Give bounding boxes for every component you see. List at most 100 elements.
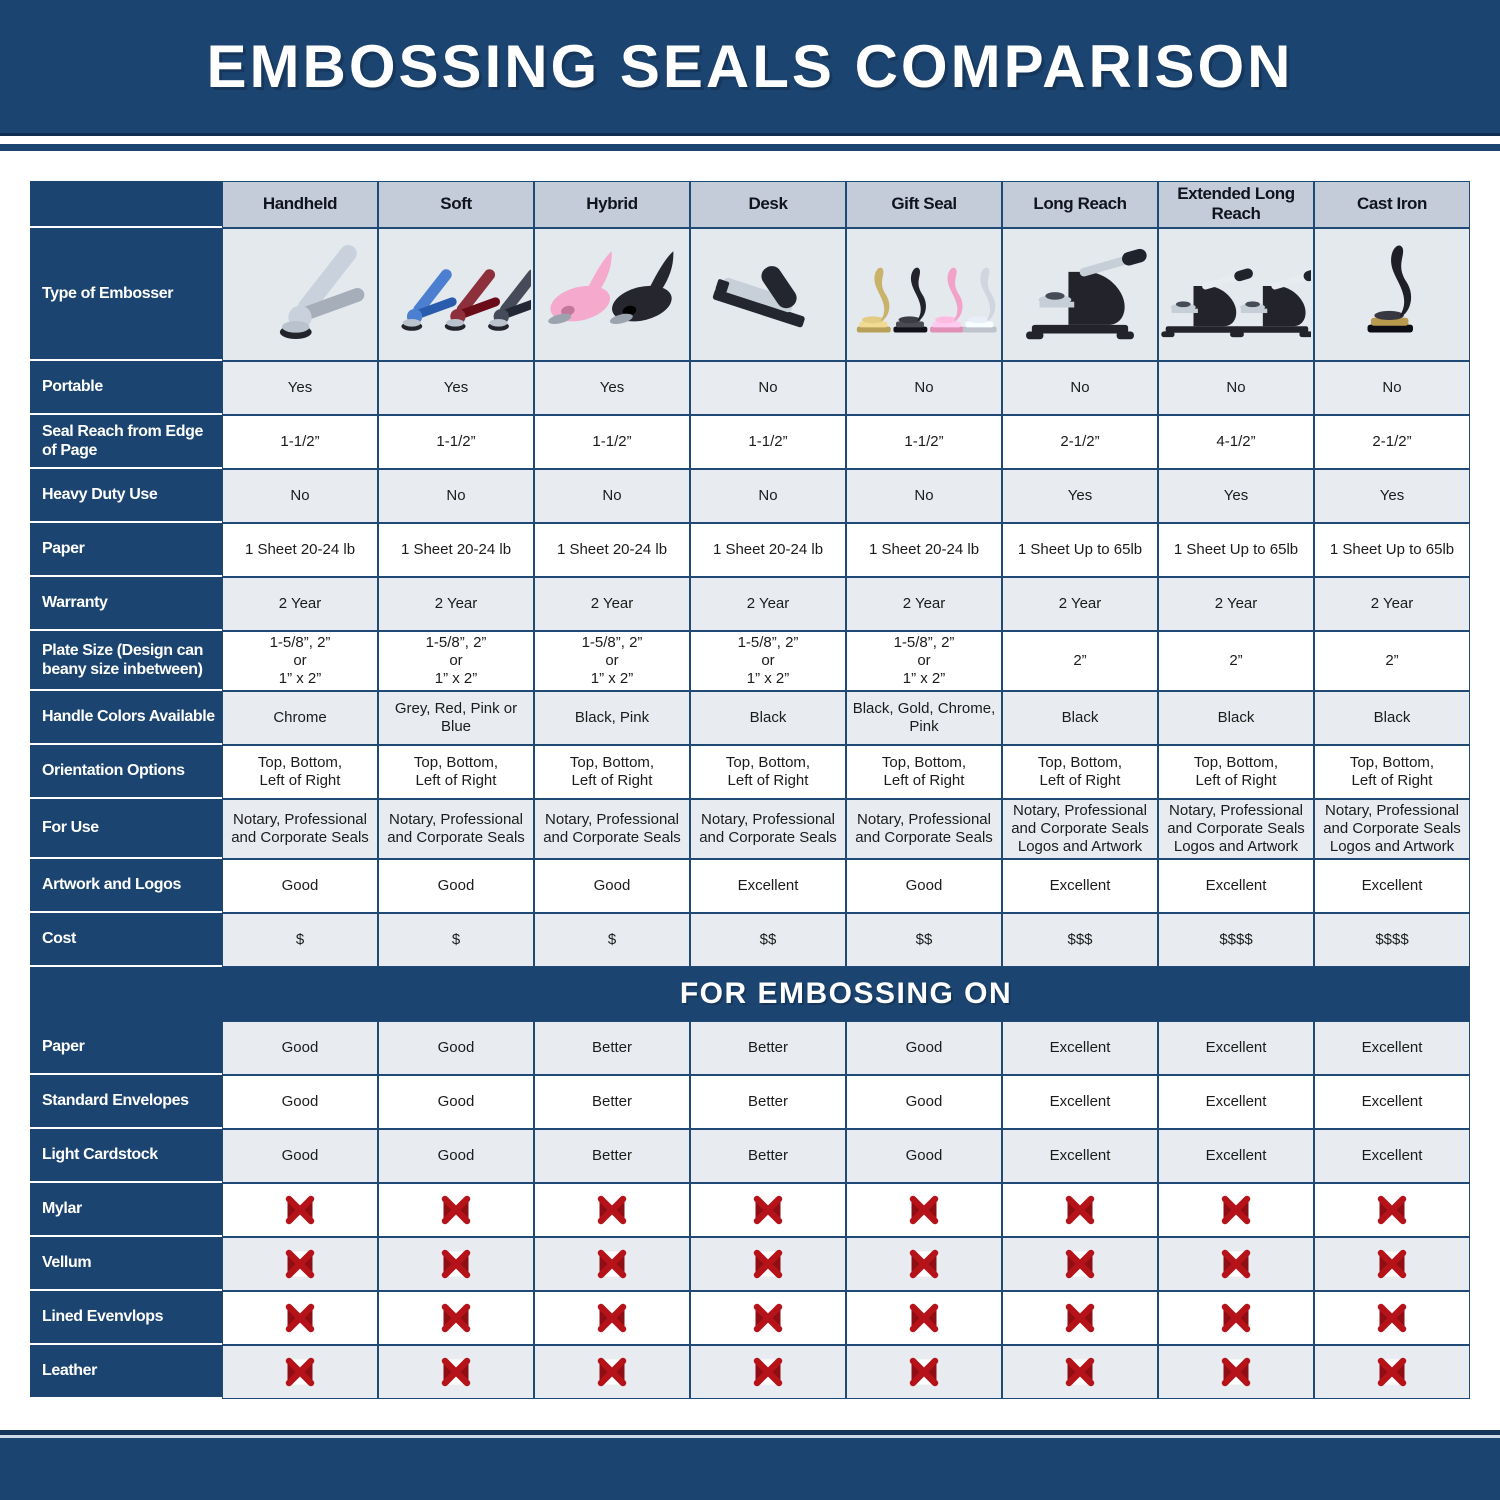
bottom-spacer xyxy=(0,1399,1500,1430)
red-x-icon xyxy=(906,1354,942,1390)
red-x-icon xyxy=(906,1192,942,1228)
table-cell: Good xyxy=(846,858,1002,913)
table-cell: Excellent xyxy=(1314,1020,1470,1075)
row-label: Type of Embosser xyxy=(30,227,222,361)
column-header-desk: Desk xyxy=(690,181,846,228)
table-cell: Good xyxy=(846,1020,1002,1075)
table-cell: Black xyxy=(1158,690,1314,745)
table-cell xyxy=(1158,1182,1314,1237)
title-divider-rule xyxy=(0,144,1500,151)
table-cell: 1 Sheet Up to 65lb xyxy=(1314,522,1470,577)
red-x-icon xyxy=(1218,1246,1254,1282)
table-cell: Better xyxy=(534,1020,690,1075)
table-row: Mylar xyxy=(30,1182,1470,1237)
table-cell: Top, Bottom, Left of Right xyxy=(1158,744,1314,799)
embosser-image-cell xyxy=(690,227,846,361)
table-cell: Yes xyxy=(378,360,534,415)
red-x-icon xyxy=(1062,1192,1098,1228)
red-x-icon xyxy=(1062,1354,1098,1390)
table-cell: 1-5/8”, 2” or 1” x 2” xyxy=(378,630,534,691)
table-cell: Notary, Professional and Corporate Seals xyxy=(690,798,846,859)
table-cell xyxy=(534,1290,690,1345)
table-row: Plate Size (Design can beany size inbetw… xyxy=(30,630,1470,691)
red-x-icon xyxy=(750,1192,786,1228)
table-row: Orientation Options Top, Bottom, Left of … xyxy=(30,744,1470,799)
table-cell: 1 Sheet 20-24 lb xyxy=(690,522,846,577)
table-cell: 1-1/2” xyxy=(378,414,534,469)
table-cell xyxy=(378,1236,534,1291)
long-reach-embosser-photo xyxy=(1005,242,1155,346)
red-x-icon xyxy=(1374,1300,1410,1336)
table-cell: 2 Year xyxy=(1158,576,1314,631)
table-cell: Top, Bottom, Left of Right xyxy=(222,744,378,799)
table-cell: No xyxy=(846,468,1002,523)
table-cell: Top, Bottom, Left of Right xyxy=(534,744,690,799)
red-x-icon xyxy=(750,1246,786,1282)
red-x-icon xyxy=(906,1246,942,1282)
embosser-image-cell xyxy=(534,227,690,361)
red-x-icon xyxy=(1062,1300,1098,1336)
section-band-for-embossing-on: FOR EMBOSSING ON xyxy=(30,966,1470,1021)
gift-seal-embossers-photo xyxy=(849,242,999,346)
table-cell: 2 Year xyxy=(1002,576,1158,631)
handheld-chrome-embosser-photo xyxy=(225,242,375,346)
red-x-icon xyxy=(1218,1300,1254,1336)
bottom-rule xyxy=(0,1429,1500,1435)
column-header-handheld: Handheld xyxy=(222,181,378,228)
table-cell: 1 Sheet 20-24 lb xyxy=(846,522,1002,577)
table-cell: Notary, Professional and Corporate Seals xyxy=(534,798,690,859)
table-cell: Better xyxy=(534,1128,690,1183)
embosser-image-cell xyxy=(378,227,534,361)
table-cell: 1 Sheet Up to 65lb xyxy=(1158,522,1314,577)
table-cell xyxy=(1002,1290,1158,1345)
footer-band xyxy=(0,1437,1500,1500)
page-title: EMBOSSING SEALS COMPARISON xyxy=(206,33,1294,100)
table-cell: Notary, Professional and Corporate Seals xyxy=(846,798,1002,859)
red-x-icon xyxy=(594,1192,630,1228)
table-cell: Top, Bottom, Left of Right xyxy=(1314,744,1470,799)
table-cell: Good xyxy=(846,1128,1002,1183)
red-x-icon xyxy=(594,1354,630,1390)
table-cell xyxy=(222,1182,378,1237)
table-cell xyxy=(690,1290,846,1345)
table-cell xyxy=(222,1236,378,1291)
hybrid-embossers-photo xyxy=(537,242,687,346)
soft-embossers-photo xyxy=(381,242,531,346)
red-x-icon xyxy=(438,1246,474,1282)
table-cell xyxy=(378,1290,534,1345)
red-x-icon xyxy=(906,1300,942,1336)
table-cell: Better xyxy=(690,1074,846,1129)
red-x-icon xyxy=(1374,1192,1410,1228)
table-cell xyxy=(1002,1344,1158,1399)
row-label: Light Cardstock xyxy=(30,1128,222,1183)
red-x-icon xyxy=(282,1300,318,1336)
table-cell: No xyxy=(1002,360,1158,415)
row-label: Standard Envelopes xyxy=(30,1074,222,1129)
table-row: Warranty 2 Year 2 Year 2 Year 2 Year 2 Year 2 … xyxy=(30,576,1470,631)
table-cell: 2” xyxy=(1158,630,1314,691)
table-cell: Better xyxy=(690,1128,846,1183)
table-cell: $ xyxy=(222,912,378,967)
table-cell: Top, Bottom, Left of Right xyxy=(1002,744,1158,799)
table-row: Handle Colors Available Chrome Grey, Red, … xyxy=(30,690,1470,745)
table-cell: 2” xyxy=(1314,630,1470,691)
table-cell: 2 Year xyxy=(534,576,690,631)
table-cell: Better xyxy=(690,1020,846,1075)
table-cell: 2 Year xyxy=(690,576,846,631)
table-cell: 1 Sheet Up to 65lb xyxy=(1002,522,1158,577)
row-label: Lined Evenvlops xyxy=(30,1290,222,1345)
red-x-icon xyxy=(750,1354,786,1390)
column-header-gift-seal: Gift Seal xyxy=(846,181,1002,228)
table-cell: Top, Bottom, Left of Right xyxy=(378,744,534,799)
table-cell: $$$$ xyxy=(1158,912,1314,967)
table-cell: Black xyxy=(690,690,846,745)
table-cell: No xyxy=(846,360,1002,415)
table-cell xyxy=(690,1344,846,1399)
table-row: Vellum xyxy=(30,1236,1470,1291)
table-cell: Good xyxy=(378,1020,534,1075)
table-cell xyxy=(534,1236,690,1291)
table-cell: Notary, Professional and Corporate Seals… xyxy=(1314,798,1470,859)
row-label: Heavy Duty Use xyxy=(30,468,222,523)
table-cell: 1-1/2” xyxy=(534,414,690,469)
table-cell: $$$ xyxy=(1002,912,1158,967)
